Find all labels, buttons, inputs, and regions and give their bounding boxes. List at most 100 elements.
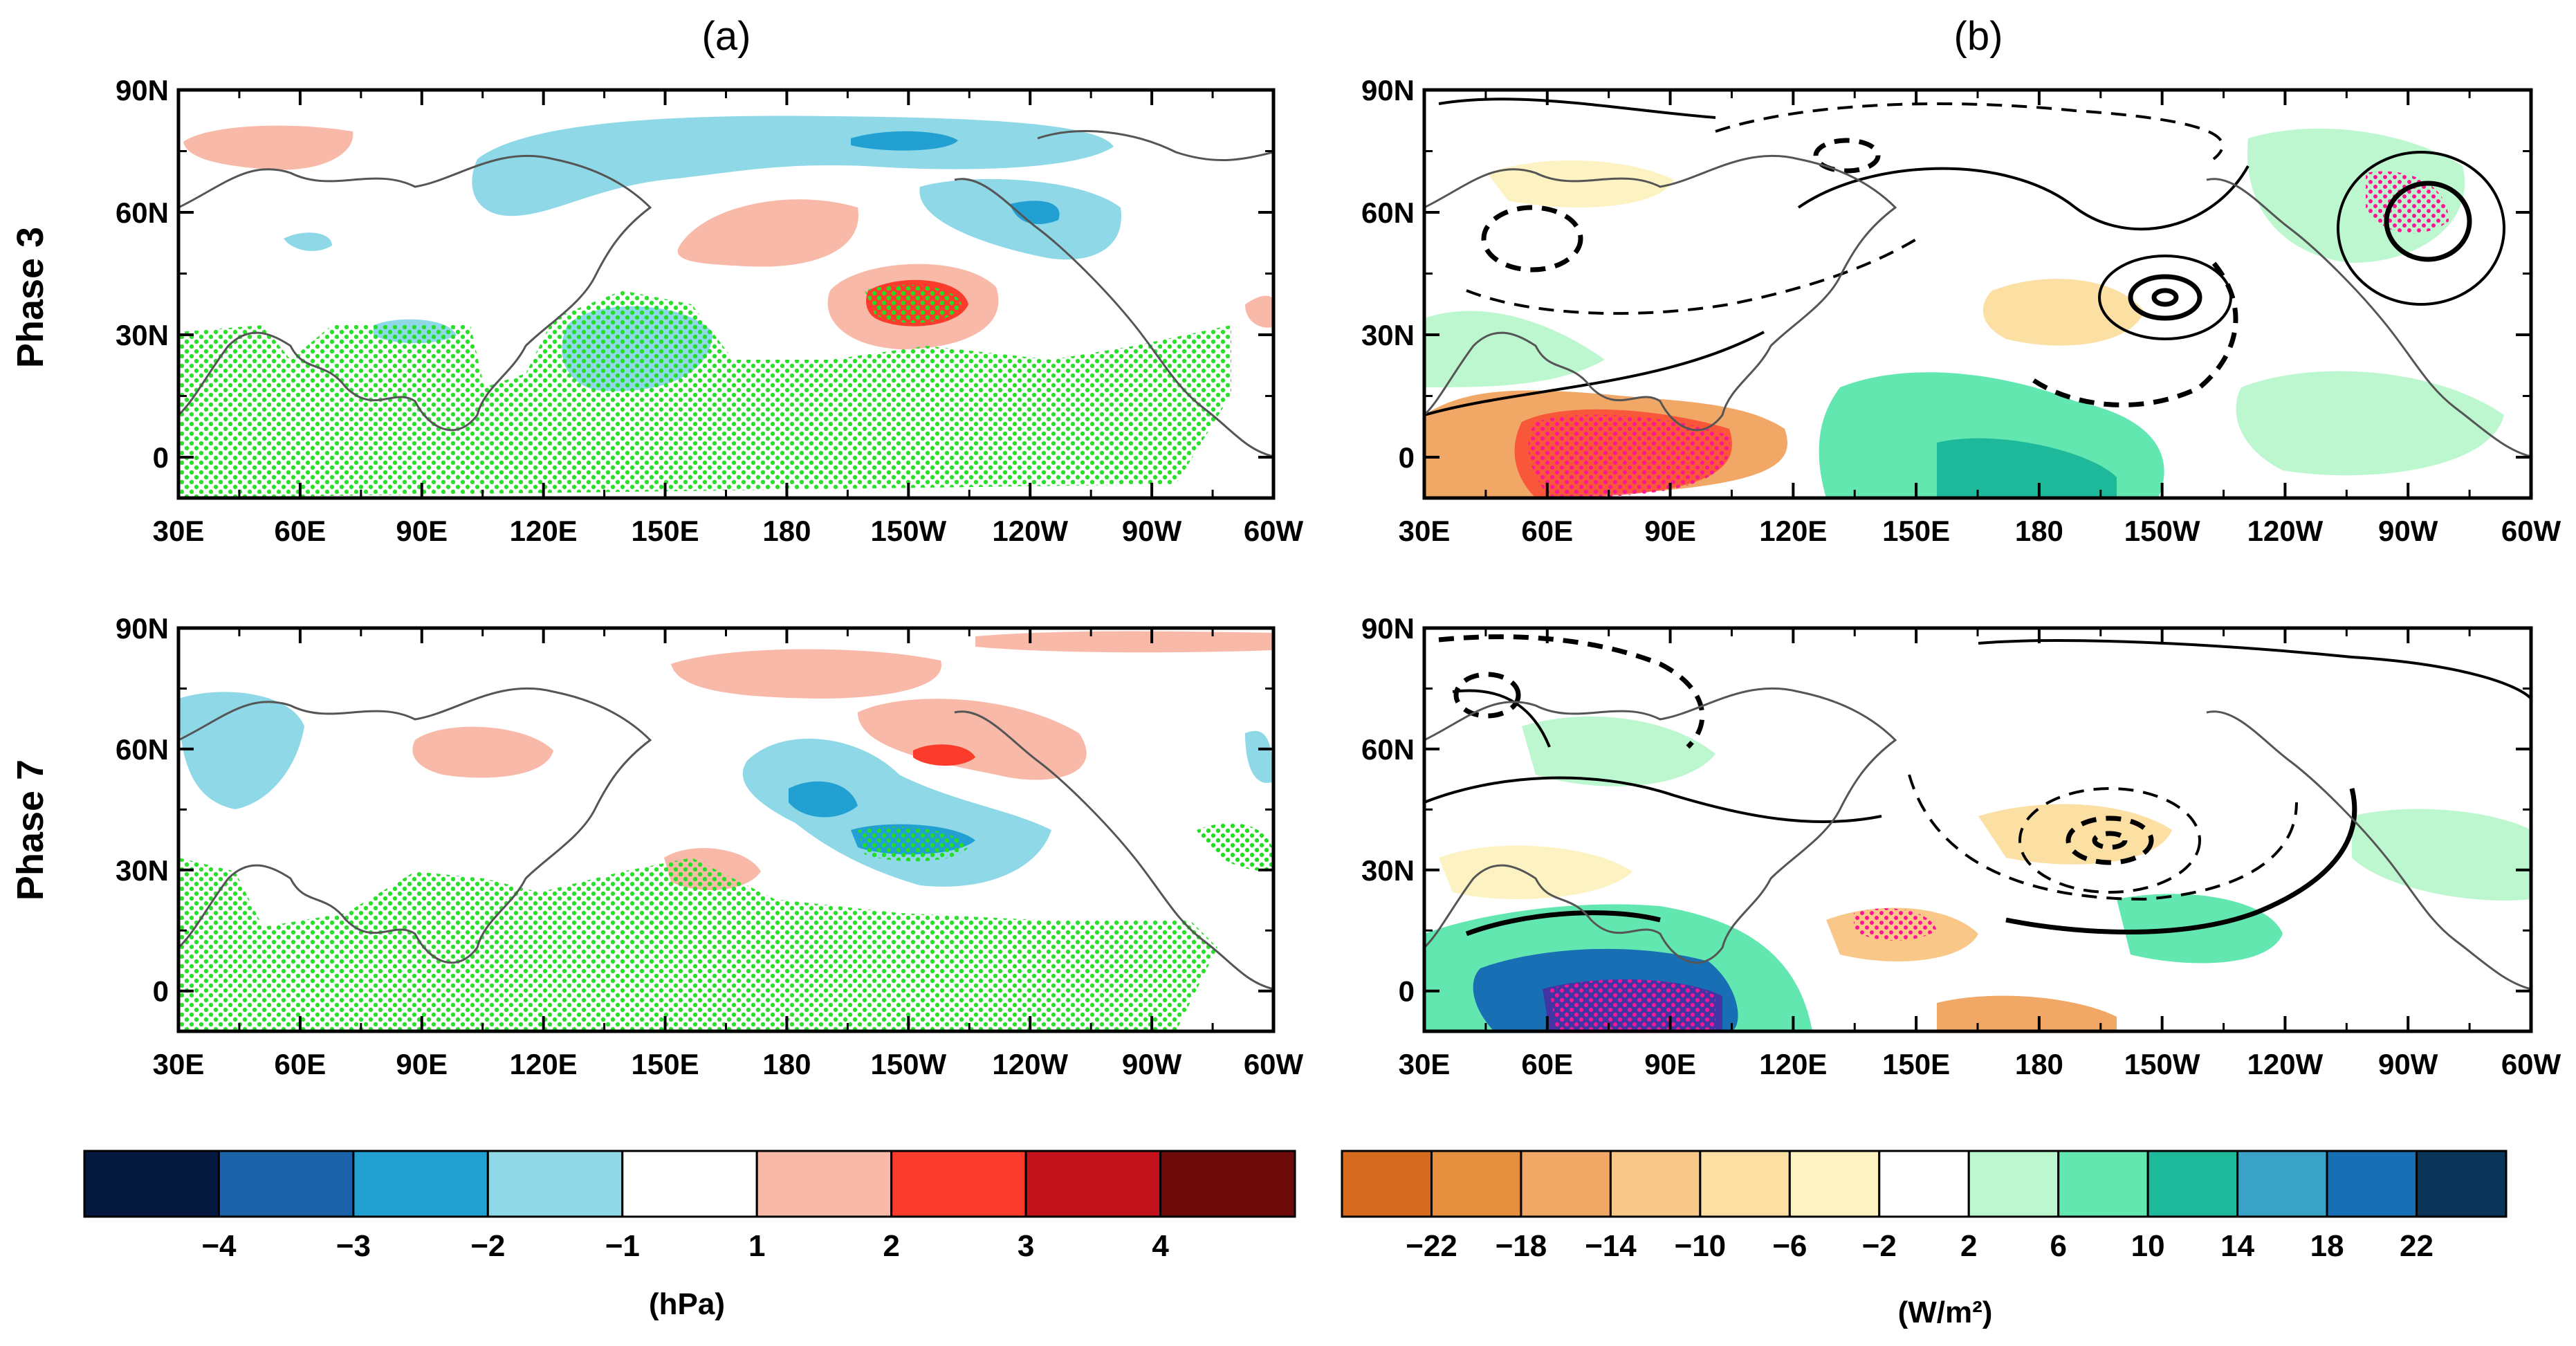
colorbar-box	[1341, 1150, 1433, 1218]
coastline-a7-eurasia	[178, 687, 652, 964]
lon-tick-label: 90W	[2378, 515, 2438, 547]
colorbar-box	[1520, 1150, 1612, 1218]
colorbar-box	[486, 1150, 624, 1218]
lat-tick-label: 0	[153, 441, 169, 474]
colorbar-tick-label: 22	[2400, 1229, 2434, 1263]
anomaly-positive-a7-4	[913, 744, 975, 766]
lat-tick-label: 60N	[116, 733, 169, 766]
colorbar-box	[1699, 1150, 1791, 1218]
lat-tick-label: 30N	[1361, 854, 1415, 887]
colorbar-box	[1609, 1150, 1702, 1218]
colorbar-b-unit: (W/m²)	[1898, 1296, 1993, 1329]
colorbar-tick-label: −4	[201, 1229, 237, 1263]
coastline-a3-northamerica	[954, 178, 1273, 458]
map-panel-b-phase3	[1422, 88, 2533, 500]
contour-b7-neg-3	[1453, 672, 1521, 719]
coastline-a3-arctic	[1037, 130, 1273, 161]
colorbar-box	[2416, 1150, 2508, 1218]
colorbar-tick-label: 10	[2131, 1229, 2165, 1263]
lon-tick-label: 150E	[1882, 1048, 1950, 1080]
lat-tick-label: 30N	[116, 319, 169, 351]
colorbar-tick-label: 3	[1018, 1229, 1034, 1263]
lon-tick-label: 90W	[1122, 515, 1182, 547]
olr-wet-b3-2	[1937, 438, 2117, 498]
lon-tick-label: 180	[2015, 1048, 2063, 1080]
lat-tick-label: 90N	[1361, 74, 1415, 107]
contour-b7-neg-1	[1438, 634, 1705, 749]
lon-tick-label: 60E	[275, 1048, 326, 1080]
coastline-a7-northamerica	[954, 710, 1273, 990]
coastline-b3-northamerica	[2206, 178, 2531, 458]
contour-b3-neg-1	[1715, 102, 2224, 160]
colorbar-tick-label: 4	[1152, 1229, 1169, 1263]
contour-b7-pos-4	[1465, 910, 1661, 937]
contour-b3-high-3	[2151, 288, 2179, 307]
lon-tick-label: 30E	[153, 1048, 205, 1080]
contour-b7-pos-1	[1978, 639, 2531, 700]
lon-tick-label: 30E	[1399, 1048, 1451, 1080]
anomaly-negative-a3-3	[919, 178, 1121, 260]
lat-tick-label: 90N	[116, 74, 169, 107]
anomaly-positive-a7-3	[858, 699, 1087, 780]
lon-tick-label: 150E	[632, 1048, 699, 1080]
colorbar-box	[890, 1150, 1027, 1218]
significance-stipple-a7-2	[858, 827, 968, 862]
colorbar-a-unit: (hPa)	[649, 1287, 725, 1321]
lat-tick-label: 60N	[1361, 196, 1415, 229]
lon-tick-label: 150W	[2124, 515, 2200, 547]
lon-tick-label: 180	[762, 1048, 811, 1080]
anomaly-positive-a3-1	[183, 125, 353, 170]
lat-tick-label: 60N	[1361, 733, 1415, 766]
significance-stipple-a3-2	[865, 284, 962, 323]
lon-tick-label: 120W	[992, 1048, 1068, 1080]
lon-tick-label: 120E	[1759, 515, 1827, 547]
coastline-a3-eurasia	[178, 154, 652, 432]
anomaly-negative-a3-6	[284, 232, 332, 251]
lon-tick-label: 120E	[510, 515, 578, 547]
map-panel-a-phase7	[176, 626, 1276, 1033]
lon-tick-label: 60E	[275, 515, 326, 547]
lon-tick-label: 90E	[1644, 1048, 1696, 1080]
colorbar-tick-label: −14	[1585, 1229, 1637, 1263]
contour-b3-neg-3	[1813, 138, 1881, 174]
lat-tick-label: 30N	[1361, 319, 1415, 351]
contour-b3-neg-5	[1466, 234, 1924, 315]
lon-tick-label: 120W	[2247, 1048, 2324, 1080]
colorbar-tick-label: −6	[1772, 1229, 1807, 1263]
lon-tick-label: 90E	[396, 515, 448, 547]
lon-tick-label: 60W	[1244, 515, 1304, 547]
contour-b3-pos-3	[2337, 151, 2505, 306]
colorbar-tick-label: 2	[883, 1229, 899, 1263]
lon-tick-label: 150W	[870, 1048, 946, 1080]
significance-stipple-a7	[178, 858, 1217, 1031]
lon-tick-label: 60W	[2501, 1048, 2561, 1080]
colorbar-box	[2146, 1150, 2239, 1218]
olr-dry-b3-3	[1982, 279, 2144, 346]
anomaly-negative-a3-2	[851, 131, 958, 151]
olr-stipple-b7-2	[1854, 908, 1937, 941]
colorbar-tick-label: −10	[1675, 1229, 1727, 1263]
contour-b3-neg-2	[1481, 205, 1583, 273]
contour-b3-high-2	[2128, 274, 2202, 321]
colorbar-box	[83, 1150, 220, 1218]
lat-tick-label: 0	[1399, 441, 1415, 474]
lon-tick-label: 150E	[632, 515, 699, 547]
lon-tick-label: 30E	[153, 515, 205, 547]
colorbar-box	[352, 1150, 489, 1218]
olr-wet-b7-5	[1522, 716, 1715, 786]
colorbar-tick-label: −1	[605, 1229, 640, 1263]
anomaly-positive-a3-5	[1245, 295, 1273, 328]
colorbar-box	[1159, 1150, 1296, 1218]
lat-tick-label: 30N	[116, 854, 169, 887]
colorbar-tick-label: 6	[2050, 1229, 2066, 1263]
contour-b7-low-3	[2092, 831, 2128, 850]
lat-tick-label: 0	[153, 975, 169, 1008]
lon-tick-label: 30E	[1399, 515, 1451, 547]
contour-b7-low-1	[2018, 787, 2201, 894]
olr-wet-b7-6	[2352, 809, 2531, 901]
lon-tick-label: 90E	[1644, 515, 1696, 547]
contour-b7-neg-2	[1908, 774, 2298, 901]
olr-stipple-b3-1	[1528, 414, 1731, 498]
colorbar-box	[2326, 1150, 2418, 1218]
